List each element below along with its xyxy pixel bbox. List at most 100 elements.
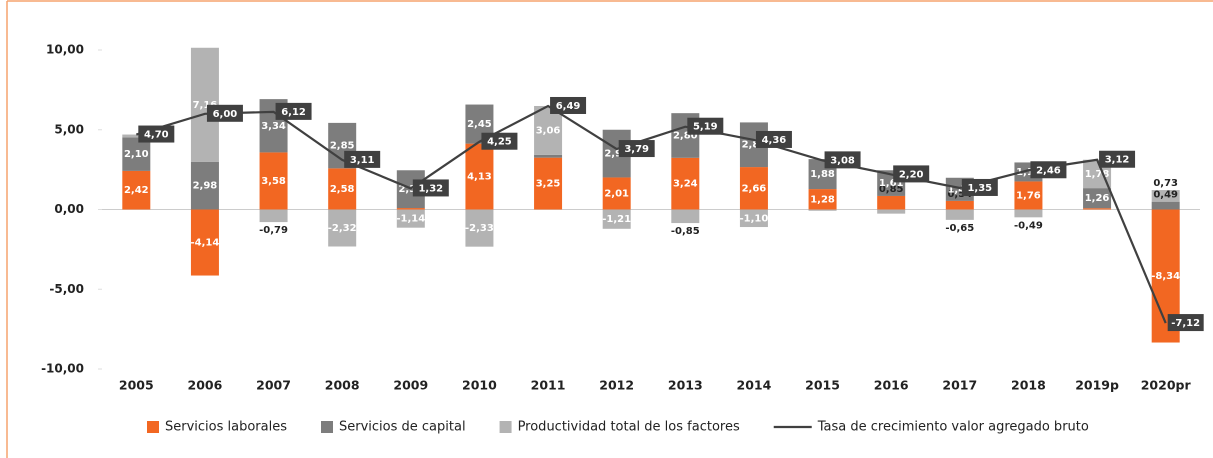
bar-label: 0,73 <box>1153 178 1178 189</box>
bar-segment <box>396 209 425 228</box>
bar-label: 1,78 <box>1085 169 1110 180</box>
bar-label: 2,85 <box>330 141 355 152</box>
bar-label: 3,58 <box>261 176 286 187</box>
bar-label: 2,80 <box>673 130 698 141</box>
bar-label: -8,34 <box>1151 271 1180 282</box>
line-label: 1,32 <box>418 183 443 194</box>
line-label: 3,11 <box>350 155 375 166</box>
legend-label: Tasa de crecimiento valor agregado bruto <box>817 420 1089 435</box>
line-label: 4,25 <box>487 137 512 148</box>
bar-label: 2,45 <box>467 119 492 130</box>
x-tick-label: 2020pr <box>1141 378 1192 393</box>
x-tick-label: 2005 <box>119 378 154 393</box>
bar-segment <box>534 154 563 158</box>
bar-label: -1,10 <box>740 213 769 224</box>
y-tick-label: 5,00 <box>54 122 84 136</box>
bar-label: 1,45 <box>947 184 972 195</box>
x-tick-label: 2018 <box>1011 378 1046 393</box>
bar-segment <box>602 209 631 229</box>
y-tick-label: -10,00 <box>41 362 84 376</box>
bar-label: -0,85 <box>671 226 700 237</box>
line-label-box <box>824 151 861 169</box>
bar-label: 3,24 <box>673 179 698 190</box>
line-label: 6,12 <box>281 107 306 118</box>
bar-segment <box>534 105 563 155</box>
bar-label: 0,54 <box>947 189 972 200</box>
bar-segment <box>259 152 288 210</box>
x-tick-label: 2008 <box>325 378 360 393</box>
line-label-box <box>1167 314 1204 332</box>
bar-segment <box>534 157 563 210</box>
bar-segment <box>396 208 425 210</box>
bar-label: -1,14 <box>396 214 425 225</box>
bar-segment <box>328 168 357 210</box>
bar-segment <box>1151 201 1180 210</box>
legend-swatch <box>147 421 159 433</box>
bar-label: 0,85 <box>879 184 904 195</box>
line-label-box <box>893 165 930 183</box>
bar-segment <box>1014 209 1043 218</box>
bar-label: 2,58 <box>330 184 355 195</box>
x-tick-label: 2019p <box>1075 378 1119 393</box>
bar-segment <box>945 200 974 210</box>
line-label-box <box>687 117 724 135</box>
line-label-box <box>275 102 312 120</box>
line-label: 3,08 <box>830 155 855 166</box>
bar-label: -0,79 <box>259 225 288 236</box>
bar-segment <box>190 161 219 210</box>
x-tick-label: 2006 <box>188 378 223 393</box>
line-label-box <box>1099 150 1136 168</box>
bar-label: 2,98 <box>193 181 218 192</box>
line-label-box <box>755 130 792 148</box>
line-label-box <box>206 104 243 122</box>
line-label: 4,36 <box>762 135 787 146</box>
legend-swatch <box>321 421 333 433</box>
line-label-box <box>138 125 175 143</box>
bar-segment <box>190 209 219 276</box>
bar-segment <box>808 209 837 211</box>
bar-label: 4,13 <box>467 172 492 183</box>
bar-segment <box>465 209 494 247</box>
x-tick-label: 2007 <box>256 378 291 393</box>
bar-segment <box>739 209 768 228</box>
y-tick-label: 0,00 <box>54 202 84 216</box>
line-label: 2,46 <box>1036 165 1061 176</box>
bar-segment <box>671 209 700 224</box>
bar-label: 2,99 <box>604 149 629 160</box>
line-label-box <box>1030 161 1067 179</box>
bar-label: 0,49 <box>1153 190 1178 201</box>
line-label: 6,00 <box>213 109 238 120</box>
bar-label: -0,65 <box>945 223 974 234</box>
x-tick-label: 2012 <box>599 378 634 393</box>
bar-label: -1,21 <box>602 214 631 225</box>
x-tick-label: 2015 <box>805 378 840 393</box>
bar-segment <box>877 209 906 214</box>
bar-segment <box>122 134 151 138</box>
bar-label: 2,42 <box>124 185 149 196</box>
line-label-box <box>481 132 518 150</box>
bar-label: -2,32 <box>328 223 357 234</box>
line-label: 1,35 <box>967 183 992 194</box>
bar-segment <box>671 157 700 210</box>
line-label-box <box>344 150 381 168</box>
line-label: 3,12 <box>1105 155 1130 166</box>
y-tick-label: -5,00 <box>49 282 84 296</box>
x-tick-label: 2010 <box>462 378 497 393</box>
bar-segment <box>602 177 631 210</box>
bar-segment <box>877 195 906 210</box>
bar-segment <box>122 170 151 210</box>
x-tick-label: 2013 <box>668 378 703 393</box>
legend-label: Servicios laborales <box>165 420 287 435</box>
bar-segment <box>1083 188 1112 209</box>
bar-label: 1,61 <box>879 178 904 189</box>
bar-segment <box>808 189 837 210</box>
bar-segment <box>122 137 151 171</box>
bar-label: 3,34 <box>261 121 286 132</box>
legend-label: Servicios de capital <box>339 420 466 435</box>
bar-label: 1,76 <box>1016 190 1041 201</box>
legend-label: Productividad total de los factores <box>518 420 740 435</box>
x-tick-label: 2016 <box>874 378 909 393</box>
line-label: 5,19 <box>693 122 718 133</box>
x-tick-label: 2011 <box>531 378 566 393</box>
bar-label: 1,19 <box>1016 167 1041 178</box>
